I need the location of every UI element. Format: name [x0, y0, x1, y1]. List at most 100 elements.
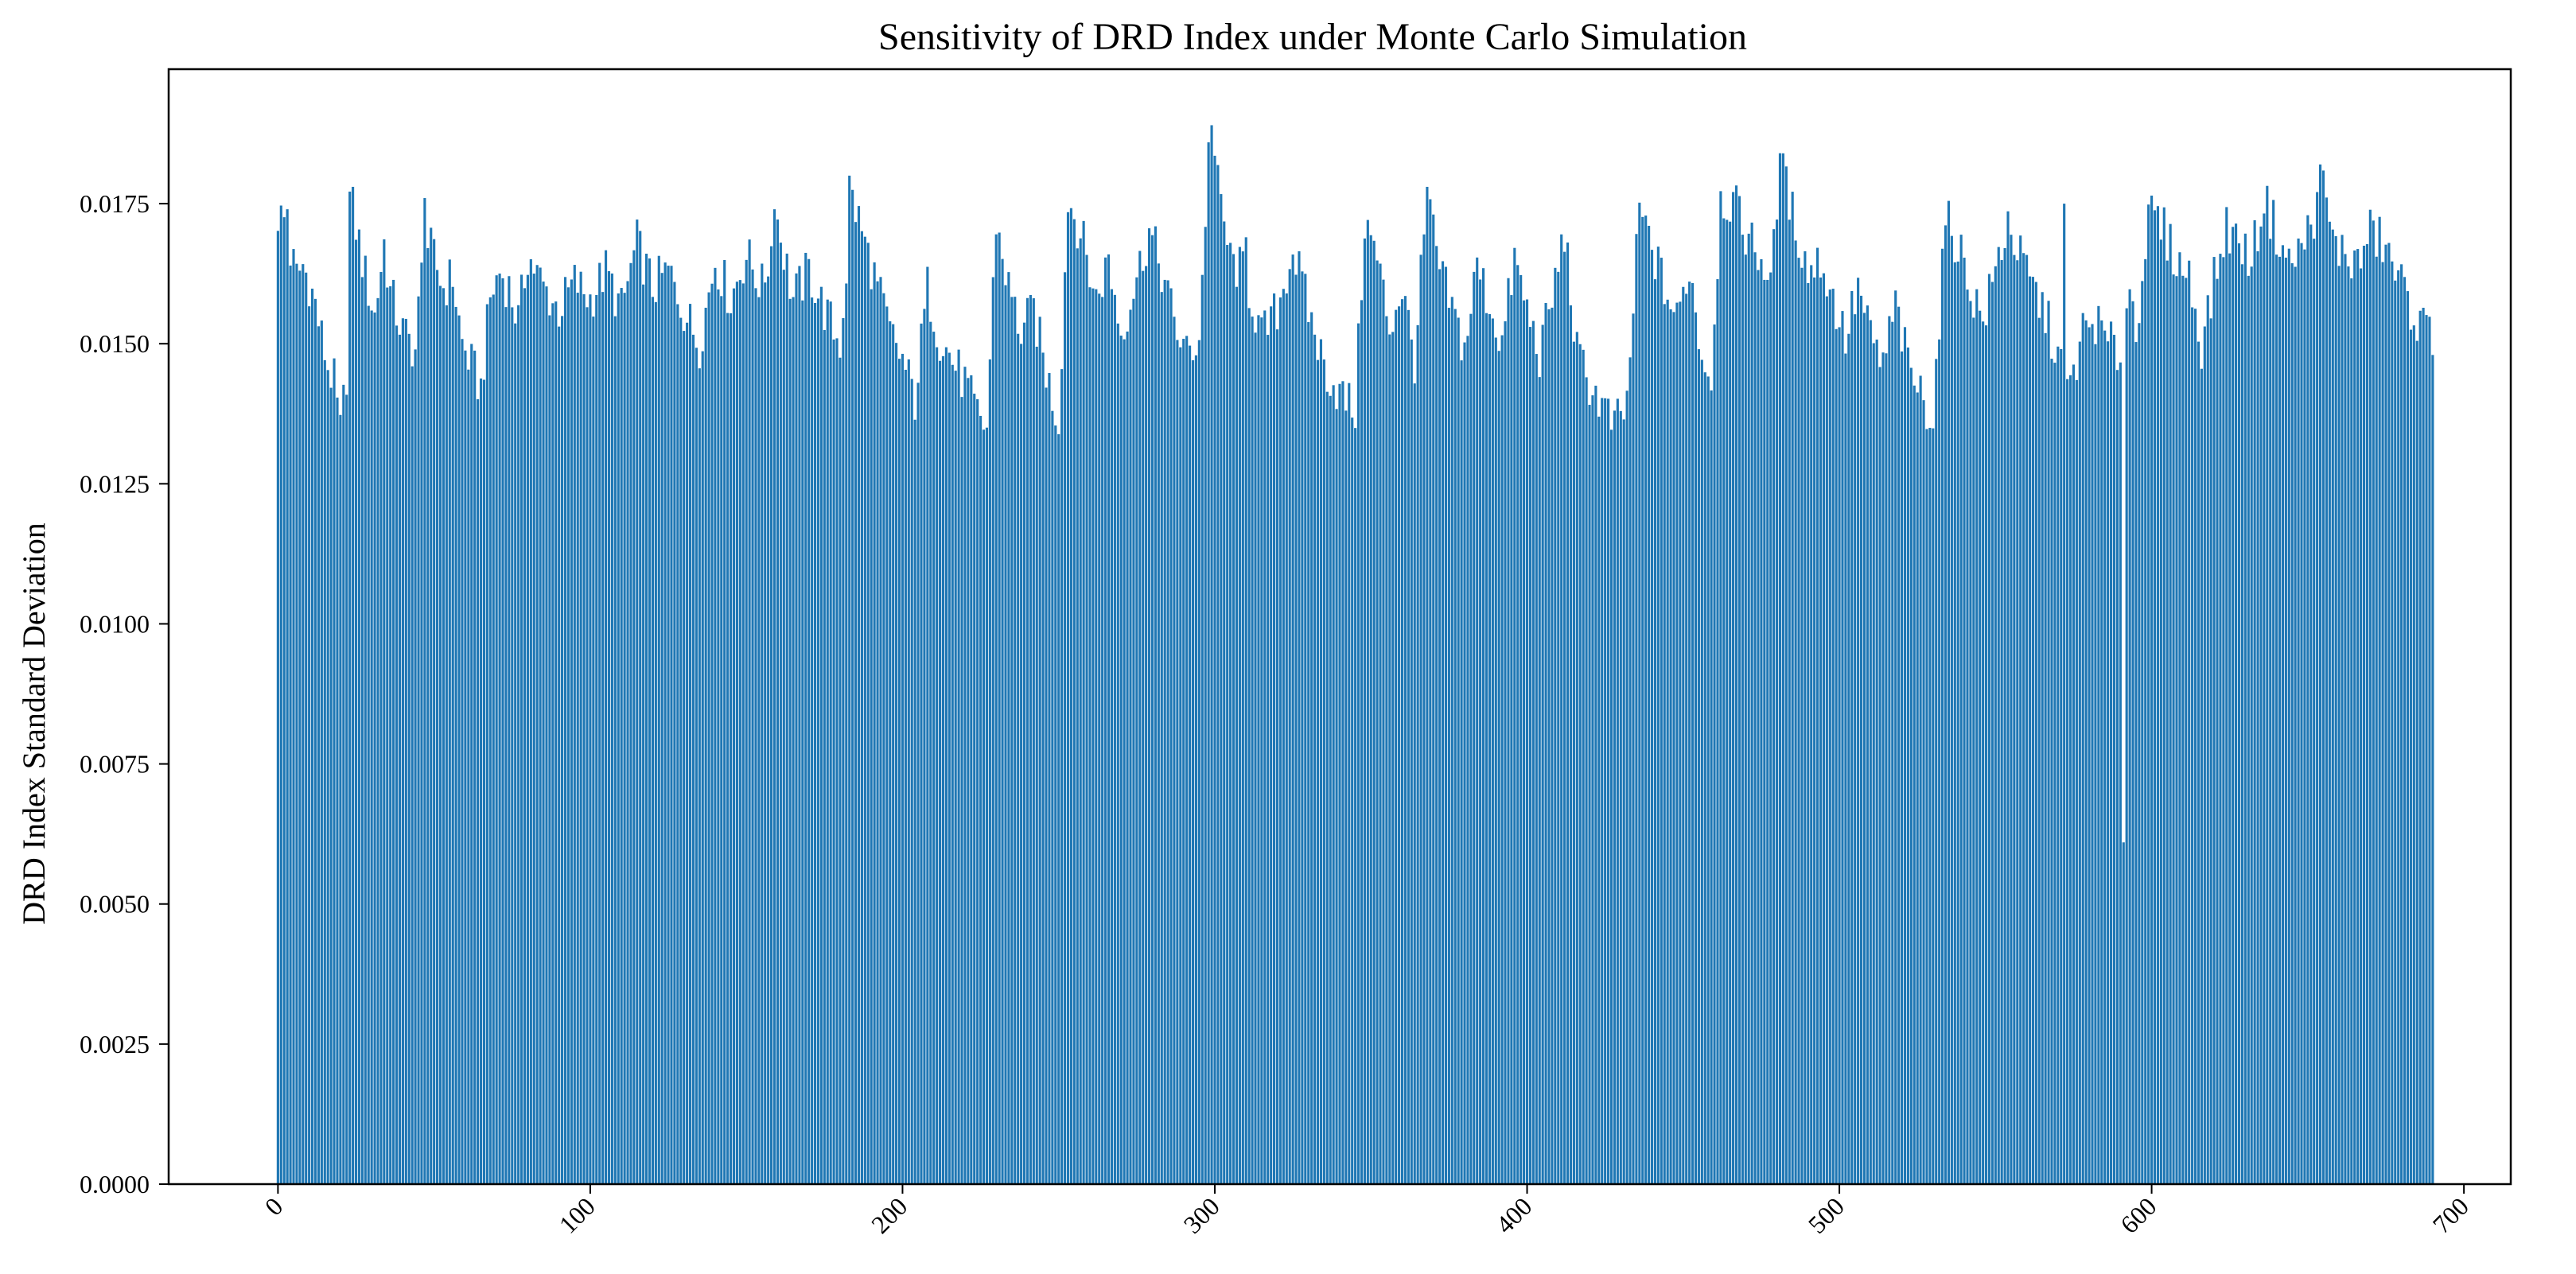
bar: [592, 317, 595, 1184]
bar: [1351, 418, 1354, 1184]
bar: [1104, 257, 1107, 1184]
bar: [1422, 234, 1426, 1184]
bar: [1382, 279, 1385, 1184]
bar: [1747, 233, 1750, 1184]
bar: [2103, 330, 2107, 1184]
y-axis-label: DRD Index Standard Deviation: [16, 522, 52, 924]
bar: [295, 263, 298, 1184]
bar: [1229, 243, 1232, 1184]
bar: [289, 265, 292, 1184]
bar: [707, 292, 710, 1185]
bar: [1601, 398, 1604, 1185]
bar: [1435, 246, 1438, 1185]
bar: [1101, 297, 1104, 1184]
bar: [1844, 353, 1847, 1184]
bar: [1710, 390, 1713, 1185]
bar: [1906, 348, 1909, 1184]
bar: [548, 315, 551, 1184]
bar: [479, 378, 483, 1184]
bar: [1453, 309, 1457, 1184]
bar: [1622, 419, 1625, 1184]
bar: [1862, 313, 1866, 1184]
bar: [1310, 312, 1313, 1184]
bar: [1563, 251, 1566, 1184]
bar: [1744, 254, 1747, 1184]
bar: [1360, 300, 1364, 1184]
bar: [1979, 310, 1982, 1185]
bar: [1385, 316, 1388, 1184]
bar: [1551, 307, 1554, 1184]
bar: [1828, 289, 1831, 1184]
bar: [2084, 320, 2088, 1185]
bar: [735, 282, 738, 1185]
bar: [433, 239, 436, 1185]
bar: [895, 343, 898, 1184]
bar: [282, 217, 286, 1184]
bar: [401, 318, 404, 1185]
bar: [985, 427, 989, 1184]
bar: [2031, 277, 2034, 1184]
bar: [1216, 165, 1220, 1184]
bar: [2003, 247, 2006, 1185]
bar: [1772, 229, 1776, 1184]
bar: [1875, 340, 1878, 1184]
bar: [1857, 278, 1860, 1184]
bar: [973, 394, 976, 1184]
bar: [1173, 317, 1176, 1184]
bar: [732, 288, 736, 1184]
bar: [345, 394, 348, 1184]
bar: [842, 318, 845, 1184]
bar: [854, 222, 858, 1184]
bar: [1972, 317, 1975, 1185]
bar: [636, 219, 639, 1185]
bar: [364, 255, 367, 1184]
bar: [1697, 349, 1700, 1185]
bar: [1891, 321, 1894, 1185]
bar: [2162, 207, 2165, 1185]
bar: [688, 304, 692, 1185]
bar: [276, 231, 279, 1184]
bar: [426, 247, 430, 1184]
bar: [1020, 344, 1023, 1184]
bar: [2400, 264, 2403, 1184]
bar: [613, 316, 617, 1184]
bar: [2147, 204, 2150, 1185]
bar: [676, 304, 679, 1184]
bar: [2397, 270, 2400, 1184]
bar: [1494, 337, 1497, 1184]
bar: [1341, 381, 1344, 1184]
bar: [1064, 272, 1067, 1184]
y-tick-label: 0.0150: [80, 329, 150, 358]
bar: [1588, 405, 1591, 1184]
bar: [2318, 164, 2322, 1184]
bar: [2156, 206, 2160, 1185]
bar: [2178, 252, 2181, 1185]
bar: [604, 250, 608, 1184]
bar: [2078, 341, 2081, 1184]
bar: [629, 262, 632, 1184]
bar: [1294, 274, 1298, 1185]
bar: [1938, 339, 1941, 1184]
bar: [916, 383, 920, 1184]
bar: [2384, 244, 2387, 1184]
bar: [1628, 357, 1632, 1185]
bar: [1788, 219, 1791, 1185]
bar: [1485, 313, 1488, 1185]
bar: [617, 293, 620, 1184]
bar: [1878, 367, 1881, 1184]
bar: [2122, 842, 2125, 1184]
bar: [1547, 309, 1551, 1184]
bar: [2197, 341, 2200, 1185]
x-tick-label: 700: [2427, 1191, 2474, 1238]
y-tick-label: 0.0175: [80, 189, 150, 218]
bar: [2266, 185, 2269, 1185]
bar: [311, 288, 314, 1185]
bar: [1038, 317, 1041, 1185]
bar: [1859, 295, 1863, 1184]
bar: [1729, 221, 1732, 1185]
bar: [923, 309, 926, 1184]
bar: [2232, 227, 2235, 1184]
bar: [517, 305, 520, 1184]
bar: [2240, 264, 2243, 1184]
